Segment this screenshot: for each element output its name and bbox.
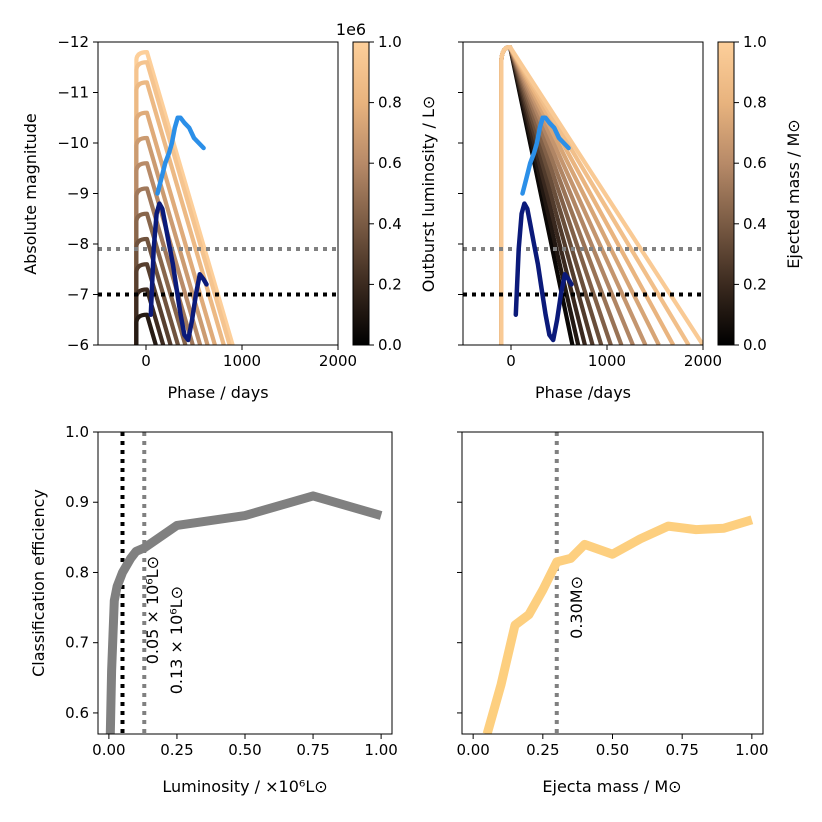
bl-ytick-label: 0.8: [65, 563, 89, 581]
colorbar-tick-label: 0.0: [378, 336, 402, 354]
observed-lightcurve: [155, 115, 206, 196]
bottom-left-ylabel: Classification efficiency: [29, 489, 48, 677]
observed-lightcurve: [148, 201, 209, 343]
top-right-xlabel: Phase /days: [535, 383, 631, 402]
tl-ytick-label: −6: [67, 336, 89, 354]
tl-xtick-label: 0: [141, 352, 151, 370]
br-xtick-label: 0.00: [456, 741, 489, 759]
model-lightcurve: [134, 186, 195, 345]
model-lightcurve: [134, 110, 217, 345]
bottom-right-plot-area: [482, 432, 754, 734]
model-lightcurve: [134, 161, 203, 345]
bottom-right-axes-frame: [461, 431, 764, 735]
model-lightcurve: [134, 236, 180, 345]
model-lightcurve: [134, 60, 232, 345]
colorbar-tick-label: 0.4: [378, 215, 402, 233]
mass-colorbar: [717, 41, 735, 346]
top-right-plot-area: [463, 44, 703, 345]
vline-black-label: 0.05 × 10⁶L⊙: [143, 556, 162, 664]
colorbar-tick-label: 0.6: [743, 154, 767, 172]
model-lightcurve: [134, 262, 173, 345]
colorbar-tick-label: 0.8: [743, 94, 767, 112]
tl-ytick-label: −7: [67, 286, 89, 304]
colorbar-tick-label: 0.6: [378, 154, 402, 172]
luminosity-colorbar: [352, 41, 370, 346]
br-xtick-label: 0.50: [596, 741, 629, 759]
top-left-xlabel: Phase / days: [167, 383, 268, 402]
tl-ytick-label: −10: [57, 134, 89, 152]
bl-ytick-label: 1.0: [65, 423, 89, 441]
tl-xtick-label: 1000: [223, 352, 261, 370]
model-lightcurve: [134, 50, 235, 345]
model-lightcurve: [134, 135, 210, 345]
efficiency-line: [482, 515, 754, 734]
efficiency-line: [105, 491, 383, 734]
top-left-plot-area: [98, 50, 338, 345]
tl-ytick-label: −9: [67, 185, 89, 203]
bl-ytick-label: 0.7: [65, 634, 89, 652]
br-xtick-label: 0.25: [526, 741, 559, 759]
tl-ytick-label: −8: [67, 235, 89, 253]
vline-gray-label: 0.13 × 10⁶L⊙: [167, 586, 186, 694]
colorbar-tick-label: 0.2: [743, 275, 767, 293]
tr-xtick-label: 1000: [588, 352, 626, 370]
bl-ytick-label: 0.6: [65, 704, 89, 722]
model-lightcurve: [134, 287, 166, 345]
colorbar-offset-text: 1e6: [336, 20, 366, 39]
bl-xtick-label: 0.00: [92, 741, 125, 759]
bl-ytick-label: 0.9: [65, 493, 89, 511]
vline-mass-label: 0.30M⊙: [567, 576, 586, 639]
br-xtick-label: 0.75: [665, 741, 698, 759]
bottom-left-xlabel: Luminosity / ×10⁶L⊙: [162, 777, 327, 796]
bottom-right-xlabel: Ejecta mass / M⊙: [542, 777, 681, 796]
bl-xtick-label: 0.25: [160, 741, 193, 759]
colorbar-tick-label: 0.8: [378, 94, 402, 112]
colorbar-tick-label: 0.4: [743, 215, 767, 233]
colorbar-tick-label: 1.0: [378, 33, 402, 51]
model-lightcurve: [499, 44, 703, 345]
colorbar-tick-label: 1.0: [743, 33, 767, 51]
model-lightcurve: [134, 80, 226, 345]
tl-ytick-label: −12: [57, 33, 89, 51]
bl-xtick-label: 0.75: [296, 741, 329, 759]
observed-lightcurve: [513, 201, 574, 343]
tr-xtick-label: 2000: [684, 352, 722, 370]
tl-xtick-label: 2000: [319, 352, 357, 370]
bottom-left-plot-area: [105, 432, 383, 734]
top-left-ylabel: Absolute magnitude: [21, 113, 40, 275]
colorbar-tick-label: 0.2: [378, 275, 402, 293]
colorbar-luminosity-label: Outburst luminosity / L⊙: [419, 96, 438, 293]
br-xtick-label: 1.00: [735, 741, 768, 759]
colorbar-mass-label: Ejected mass / M⊙: [784, 119, 803, 268]
observed-lightcurve: [520, 115, 571, 196]
tl-ytick-label: −11: [57, 84, 89, 102]
bl-xtick-label: 0.50: [228, 741, 261, 759]
bl-xtick-label: 1.00: [364, 741, 397, 759]
colorbar-tick-label: 0.0: [743, 336, 767, 354]
model-lightcurve: [134, 211, 188, 345]
tr-xtick-label: 0: [506, 352, 516, 370]
model-lightcurve: [134, 312, 158, 345]
